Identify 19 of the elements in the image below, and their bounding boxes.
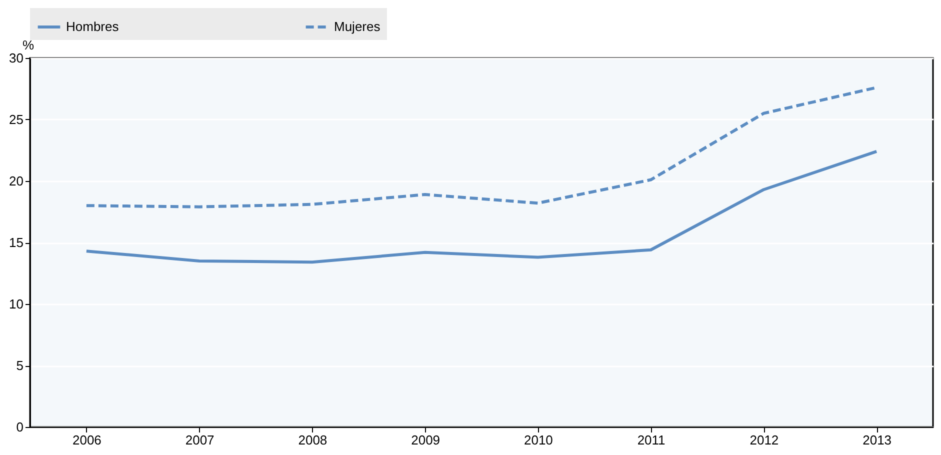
x-tick-label: 2006 (72, 432, 102, 448)
y-tick-label: 10 (9, 296, 24, 312)
line-series (84, 150, 878, 264)
y-tick-label: 15 (9, 235, 24, 250)
legend-label: Mujeres (334, 19, 381, 34)
x-tick-label: 2013 (862, 432, 892, 448)
y-tick-label: 30 (9, 50, 24, 66)
x-tick-label: 2012 (750, 432, 779, 448)
y-tick-label: 25 (9, 112, 24, 127)
y-tick-label: 0 (16, 420, 24, 434)
x-tick-label: 2008 (298, 432, 328, 448)
x-tick-label: 2007 (185, 432, 214, 448)
x-tick-label: 2009 (411, 432, 440, 448)
y-tick-label: 20 (9, 174, 24, 188)
y-axis-title: % (22, 38, 34, 52)
x-tick-label: 2010 (524, 432, 553, 448)
y-tick-label: 5 (16, 358, 24, 373)
x-tick-label: 2011 (637, 432, 666, 448)
legend-label: Hombres (66, 19, 120, 34)
